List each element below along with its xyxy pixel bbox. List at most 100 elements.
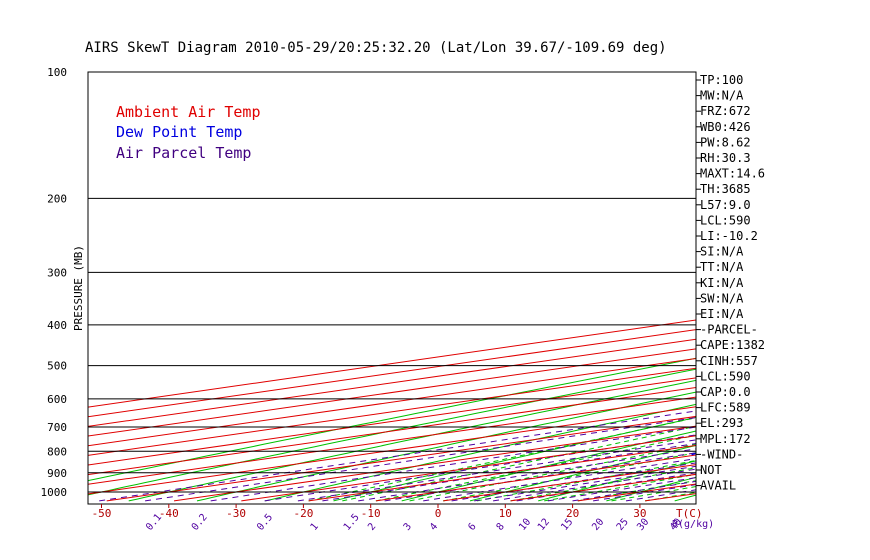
mixing-ratio-line [99, 410, 696, 502]
mixing-ratio-line [210, 426, 696, 502]
mixing-ratio-label: 2 [366, 521, 378, 533]
y-axis-label: PRESSURE (MB) [72, 245, 85, 331]
isotherm-line [88, 358, 696, 447]
index-label: MPL:172 [700, 432, 751, 446]
mixing-ratio-line [264, 434, 696, 502]
moist-adiabat-line [476, 459, 696, 502]
moist-adiabat-line [308, 417, 696, 502]
index-label: EL:293 [700, 416, 743, 430]
pressure-tick-label: 700 [47, 421, 67, 434]
index-label: MAXT:14.6 [700, 167, 765, 181]
isotherm-line [88, 348, 696, 437]
mixing-ratio-label: 10 [517, 517, 533, 533]
bottom-temp-tick-label: 20 [566, 507, 579, 520]
index-label: EI:N/A [700, 307, 744, 321]
isotherm-line [88, 406, 696, 495]
pressure-tick-label: 600 [47, 393, 67, 406]
isotherm-line [88, 367, 696, 456]
mixing-ratio-label: 0.5 [255, 512, 275, 533]
pressure-tick-label: 800 [47, 445, 67, 458]
mixing-ratio-label: 6 [466, 521, 478, 533]
mixing-ratio-label: 4 [428, 521, 440, 533]
mixing-ratio-label: 1 [309, 521, 321, 533]
chart-title: AIRS SkewT Diagram 2010-05-29/20:25:32.2… [85, 40, 667, 56]
index-label: TH:3685 [700, 182, 751, 196]
mixing-ratio-unit: R(g/kg) [672, 519, 714, 530]
isotherm-line [645, 493, 696, 502]
legend-ambient-air-temp: Ambient Air Temp [116, 103, 261, 121]
moist-adiabat-line [409, 443, 696, 502]
dry-adiabat-line [88, 357, 696, 482]
legend: Ambient Air Temp Dew Point Temp Air Parc… [116, 103, 261, 162]
pressure-tick-label: 500 [47, 360, 67, 373]
bottom-temp-tick-label: 0 [435, 507, 442, 520]
mixing-ratio-line [145, 417, 696, 502]
pressure-tick-label: 1000 [41, 486, 68, 499]
dry-adiabat-line [333, 416, 696, 502]
dry-adiabat-line [128, 379, 696, 502]
dry-adiabat-line [743, 72, 870, 501]
index-label: L57:9.0 [700, 198, 751, 212]
index-label: -PARCEL- [700, 323, 758, 337]
index-label: CAPE:1382 [700, 338, 765, 352]
index-label: LCL:590 [700, 213, 751, 227]
isotherm-line [241, 435, 696, 502]
bottom-temp-tick-label: -40 [159, 507, 179, 520]
index-label: SI:N/A [700, 245, 744, 259]
index-label: AVAIL [700, 479, 736, 493]
moist-adiabat-line [342, 425, 696, 502]
plot-frame [87, 71, 697, 505]
mixing-ratio-line [322, 442, 696, 502]
ambient-air-temp-line [739, 72, 870, 455]
isotherm-line [173, 425, 696, 502]
grid-layer [88, 72, 870, 502]
index-label: LI:-10.2 [700, 229, 758, 243]
pressure-tick-label: 100 [47, 66, 67, 79]
pressure-tick-label: 400 [47, 319, 67, 332]
mixing-ratio-label: 8 [495, 521, 507, 533]
bottom-temp-tick-label: -10 [361, 507, 381, 520]
isotherm-line [88, 396, 696, 485]
isotherm-line [510, 473, 696, 502]
air-parcel-temp-line [739, 72, 870, 455]
dry-adiabat-line [88, 368, 696, 496]
index-label: PW:8.62 [700, 135, 751, 149]
dry-adiabat-line [265, 403, 696, 502]
index-label: TT:N/A [700, 260, 744, 274]
index-label: RH:30.3 [700, 151, 751, 165]
dry-adiabat-line [811, 72, 870, 501]
pressure-tick-label: 200 [47, 192, 67, 205]
bottom-temp-tick-label: -20 [293, 507, 313, 520]
dry-adiabat-line [469, 444, 696, 502]
mixing-ratio-line [358, 448, 696, 502]
isotherm-line [88, 386, 696, 476]
mixing-ratio-label: 3 [402, 521, 414, 533]
bottom-temp-tick-label: 30 [633, 507, 646, 520]
isotherm-line [88, 338, 696, 427]
legend-air-parcel-temp: Air Parcel Temp [116, 144, 251, 162]
index-label: TP:100 [700, 73, 743, 87]
legend-dew-point-temp: Dew Point Temp [116, 123, 242, 141]
mixing-ratio-line [297, 439, 696, 502]
mixing-ratio-label: 0.2 [190, 512, 210, 533]
isotherm-line [308, 444, 696, 502]
index-label: -WIND- [700, 447, 743, 461]
pressure-tick-label: 300 [47, 266, 67, 279]
index-label: WB0:426 [700, 120, 751, 134]
index-label: CAP:0.0 [700, 385, 751, 399]
isotherm-line [106, 415, 696, 502]
index-label: FRZ:672 [700, 104, 751, 118]
index-label: MW:N/A [700, 89, 744, 103]
index-label: CINH:557 [700, 354, 758, 368]
dry-adiabat-line [401, 430, 696, 502]
mixing-ratio-label: 25 [615, 517, 631, 533]
moist-adiabat-line [443, 452, 696, 502]
mixing-ratio-label: 1.5 [342, 512, 362, 533]
mixing-ratio-label: 12 [536, 517, 552, 533]
index-label: LFC:589 [700, 401, 751, 415]
pressure-tick-label: 900 [47, 467, 67, 480]
isotherm-line [88, 377, 696, 466]
bottom-temp-unit: T(C) [676, 507, 703, 520]
